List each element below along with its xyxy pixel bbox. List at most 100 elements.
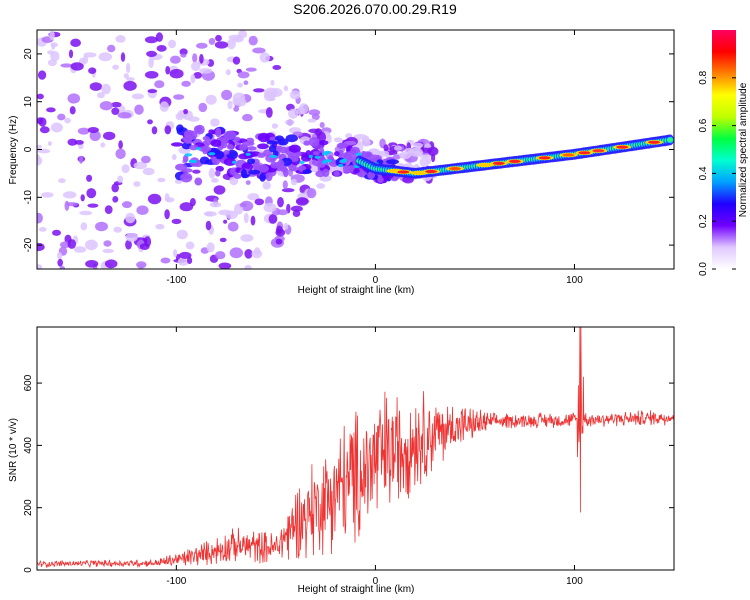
- spectrogram-blob: [196, 42, 208, 49]
- spectrogram-blob: [281, 188, 295, 193]
- spectrogram-blob: [302, 169, 312, 174]
- spectrogram-blob: [337, 163, 344, 168]
- spectrogram-blob: [38, 70, 47, 80]
- spectrogram-blob: [319, 122, 325, 128]
- spectrogram-blob: [47, 50, 54, 55]
- spectrogram-blob: [115, 35, 126, 43]
- spectrogram-blob: [85, 239, 98, 251]
- spectrogram-blob: [313, 151, 320, 156]
- spectrogram-blob: [121, 164, 130, 174]
- spectrogram-blob: [292, 209, 301, 217]
- spectrogram-blob: [170, 55, 181, 64]
- spectrogram-blob: [350, 146, 360, 155]
- spectrogram-blob: [245, 152, 251, 156]
- spectrogram-blob: [67, 138, 78, 146]
- spectrogram-blob: [117, 175, 124, 183]
- spectrogram-blob: [181, 142, 192, 150]
- colorbar-tick-label: 0.8: [698, 70, 709, 84]
- spectrogram-blob: [386, 159, 400, 165]
- bottom-x-tick-label: 100: [566, 576, 583, 587]
- spectrogram-blob: [123, 73, 129, 79]
- spectrogram-blob: [449, 167, 461, 171]
- spectrogram-blob: [179, 48, 188, 56]
- spectrogram-blob: [427, 146, 439, 156]
- spectrogram-blob: [100, 142, 106, 148]
- spectrogram-blob: [314, 128, 323, 137]
- spectrogram-blob: [288, 144, 301, 153]
- spectrogram-blob: [306, 188, 317, 199]
- spectrogram-blob: [120, 52, 126, 62]
- spectrogram-blob: [80, 194, 85, 202]
- snr-panel: -100 0 100 0 200 400 600 Height of straight li…: [8, 326, 675, 595]
- spectrogram-blob: [47, 141, 53, 147]
- spectrogram-blob: [234, 136, 241, 142]
- spectrogram-blob: [102, 248, 114, 254]
- spectrogram-blob: [215, 34, 222, 42]
- colorbar-tick-label: 0.6: [698, 118, 709, 132]
- spectrogram-blob: [277, 159, 285, 170]
- spectrogram-blob: [147, 89, 158, 94]
- spectrogram-blob: [211, 156, 217, 164]
- spectrogram-blob: [157, 177, 166, 183]
- spectrogram-blob: [245, 180, 251, 186]
- spectrogram-blob: [259, 52, 270, 63]
- spectrogram-blob: [243, 80, 249, 85]
- spectrogram-blob: [85, 260, 99, 268]
- bottom-y-tick-label: 200: [23, 499, 34, 516]
- spectrogram-blob: [125, 212, 136, 224]
- spectrogram-blob: [111, 183, 119, 193]
- spectrogram-blob: [205, 220, 212, 231]
- spectrogram-blob: [221, 138, 228, 149]
- spectrogram-blob: [192, 169, 201, 174]
- spectrogram-blob: [151, 126, 158, 135]
- spectrogram-blob: [247, 146, 257, 151]
- spectrogram-blob: [39, 227, 47, 232]
- spectrogram-blob: [208, 37, 216, 45]
- spectrogram-blob: [52, 229, 61, 236]
- spectrogram-blob: [240, 234, 254, 242]
- spectrogram-blob: [247, 193, 260, 201]
- spectrogram-blob: [492, 161, 505, 165]
- spectrogram-blob: [394, 145, 402, 151]
- spectrogram-blob: [271, 123, 278, 129]
- spectrogram-blob: [208, 129, 215, 135]
- spectrogram-blob: [226, 38, 236, 50]
- spectrogram-blob: [214, 41, 229, 49]
- bottom-x-tick-label: 0: [373, 576, 379, 587]
- spectrogram-blob: [58, 178, 66, 184]
- spectrogram-blob: [182, 168, 193, 173]
- spectrogram-blob: [377, 176, 384, 183]
- spectrogram-blob: [348, 165, 356, 173]
- spectrogram-blob: [248, 169, 261, 175]
- spectrogram-blob: [206, 242, 215, 253]
- spectrogram-blob: [272, 65, 282, 70]
- spectrogram-blob: [202, 136, 210, 141]
- spectrogram-blobs: [37, 30, 674, 269]
- bottom-y-tick-label: 600: [23, 374, 34, 391]
- spectrogram-blob: [277, 209, 289, 216]
- spectrogram-blob: [252, 47, 266, 54]
- snr-frame: [36, 326, 675, 571]
- spectrogram-blob: [316, 183, 326, 189]
- spectrogram-blob: [144, 71, 159, 79]
- spectrogram-blob: [142, 167, 155, 176]
- spectrogram-blob: [318, 162, 326, 168]
- spectrogram-blob: [155, 32, 163, 42]
- spectrogram-blob: [182, 154, 189, 163]
- spectrogram-blob: [68, 49, 74, 59]
- spectrogram-blob: [148, 57, 154, 68]
- spectrogram-blob: [538, 156, 551, 160]
- spectrogram-blob: [257, 152, 266, 158]
- spectrogram-blob: [419, 157, 429, 168]
- spectrogram-blob: [257, 143, 269, 150]
- spectrogram-blob: [268, 144, 277, 153]
- spectrogram-blob: [208, 152, 216, 156]
- spectrogram-blob: [172, 154, 177, 161]
- spectrogram-blob: [326, 134, 332, 144]
- spectrogram-blob: [95, 221, 108, 232]
- spectrogram-blob: [122, 201, 132, 209]
- spectrogram-blob: [173, 249, 178, 258]
- spectrogram-blob: [89, 82, 103, 91]
- spectrogram-blob: [192, 159, 197, 164]
- spectrogram-blob: [133, 181, 141, 187]
